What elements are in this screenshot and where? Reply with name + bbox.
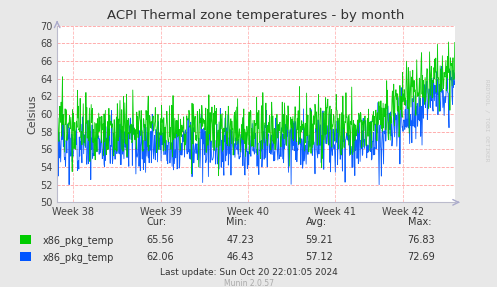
Text: Max:: Max: bbox=[408, 217, 431, 227]
Text: 65.56: 65.56 bbox=[147, 235, 174, 245]
Text: 47.23: 47.23 bbox=[226, 235, 254, 245]
Text: x86_pkg_temp: x86_pkg_temp bbox=[42, 252, 114, 263]
Title: ACPI Thermal zone temperatures - by month: ACPI Thermal zone temperatures - by mont… bbox=[107, 9, 405, 22]
Text: 46.43: 46.43 bbox=[226, 253, 253, 262]
Text: 72.69: 72.69 bbox=[408, 253, 435, 262]
Text: x86_pkg_temp: x86_pkg_temp bbox=[42, 235, 114, 246]
Y-axis label: Celsius: Celsius bbox=[27, 94, 37, 134]
Text: 62.06: 62.06 bbox=[147, 253, 174, 262]
Text: Munin 2.0.57: Munin 2.0.57 bbox=[224, 279, 273, 287]
Text: Cur:: Cur: bbox=[147, 217, 166, 227]
Text: Last update: Sun Oct 20 22:01:05 2024: Last update: Sun Oct 20 22:01:05 2024 bbox=[160, 267, 337, 277]
Text: RRDTOOL / TOBI OETIKER: RRDTOOL / TOBI OETIKER bbox=[485, 79, 490, 162]
Text: 76.83: 76.83 bbox=[408, 235, 435, 245]
Text: 59.21: 59.21 bbox=[306, 235, 333, 245]
Text: Avg:: Avg: bbox=[306, 217, 327, 227]
Text: 57.12: 57.12 bbox=[306, 253, 333, 262]
Text: Min:: Min: bbox=[226, 217, 247, 227]
